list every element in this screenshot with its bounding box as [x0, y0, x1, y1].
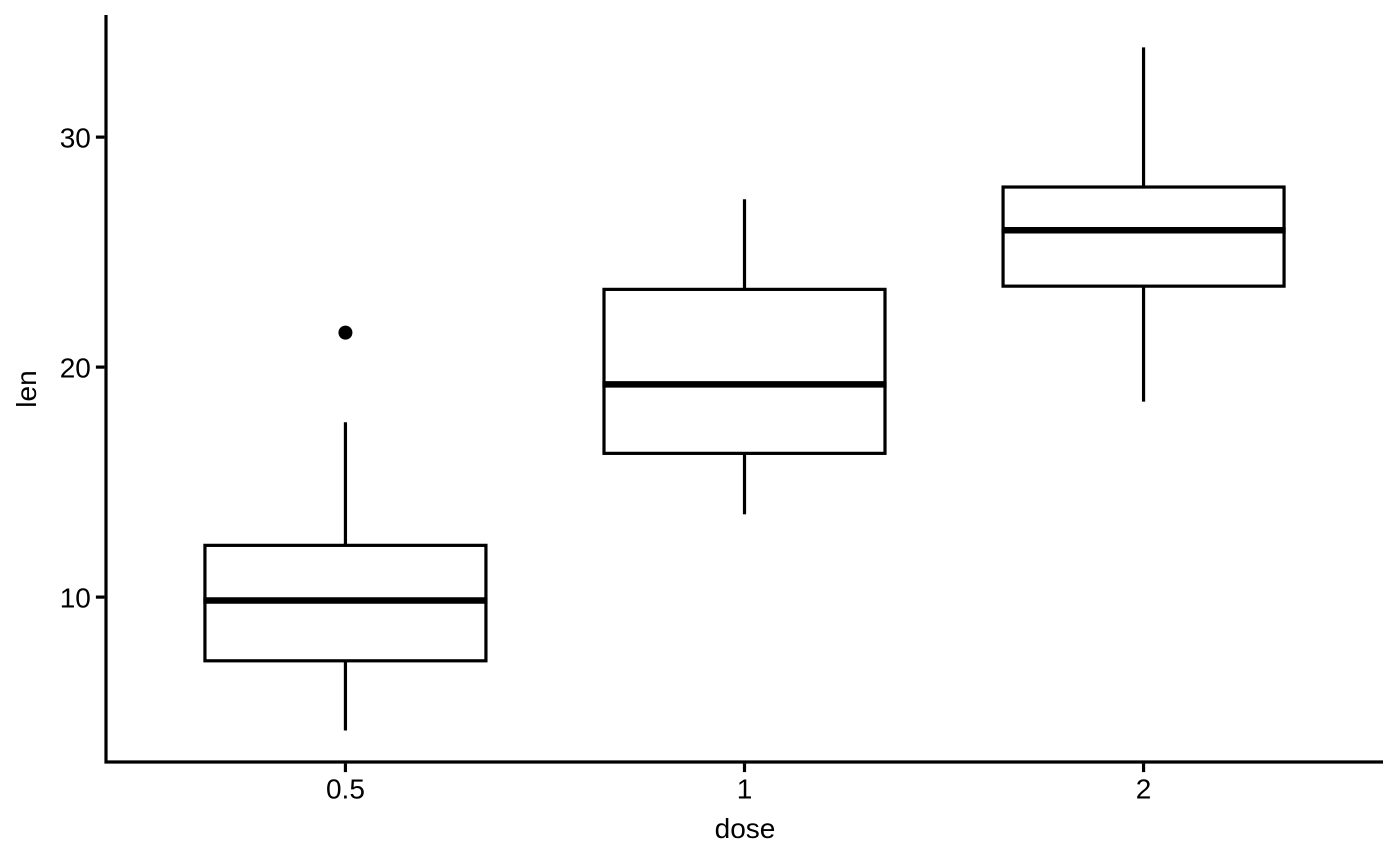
iqr-box: [602, 287, 887, 455]
y-tick-label-10: 10: [60, 583, 91, 614]
y-tick-label-30: 30: [60, 123, 91, 154]
y-tick-label-20: 20: [60, 353, 91, 384]
box-dose-1: [602, 199, 887, 515]
x-tick-label-1: 1: [737, 774, 753, 805]
outlier-point: [338, 325, 353, 340]
axis-lines: [104, 15, 1383, 764]
box-dose-2: [1001, 47, 1286, 402]
x-tick-label-0.5: 0.5: [326, 774, 365, 805]
y-axis-title: len: [11, 370, 42, 408]
x-tick-label-2: 2: [1136, 774, 1152, 805]
box-dose-0.5: [203, 325, 488, 731]
x-axis-title: dose: [714, 813, 776, 844]
iqr-box: [1001, 185, 1286, 288]
